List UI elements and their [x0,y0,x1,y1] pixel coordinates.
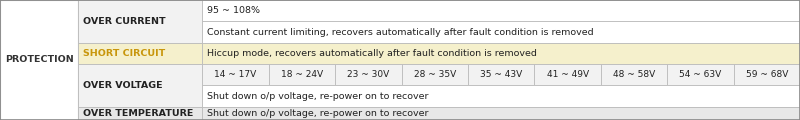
Text: 35 ~ 43V: 35 ~ 43V [480,70,522,79]
Text: Hiccup mode, recovers automatically after fault condition is removed: Hiccup mode, recovers automatically afte… [207,49,538,58]
Text: 54 ~ 63V: 54 ~ 63V [679,70,722,79]
Text: PROTECTION: PROTECTION [5,55,74,65]
Bar [202,107,800,120]
Bar [468,64,534,85]
Bar [667,64,734,85]
Text: SHORT CIRCUIT: SHORT CIRCUIT [83,49,166,58]
Text: 23 ~ 30V: 23 ~ 30V [347,70,390,79]
Text: Shut down o/p voltage, re-power on to recover: Shut down o/p voltage, re-power on to re… [207,109,429,118]
Text: Shut down o/p voltage, re-power on to recover: Shut down o/p voltage, re-power on to re… [207,92,429,101]
Text: OVER VOLTAGE: OVER VOLTAGE [83,81,163,90]
Bar [402,64,468,85]
Text: 48 ~ 58V: 48 ~ 58V [613,70,655,79]
Text: OVER CURRENT: OVER CURRENT [83,17,166,26]
Bar [202,64,269,85]
Bar [335,64,402,85]
Bar [269,64,335,85]
Text: 59 ~ 68V: 59 ~ 68V [746,70,788,79]
Text: 18 ~ 24V: 18 ~ 24V [281,70,323,79]
Bar [78,0,202,43]
Text: OVER TEMPERATURE: OVER TEMPERATURE [83,109,194,118]
Text: 41 ~ 49V: 41 ~ 49V [546,70,589,79]
Bar [202,21,800,43]
Bar [0,0,78,120]
Bar [202,0,800,21]
Text: 14 ~ 17V: 14 ~ 17V [214,70,257,79]
Bar [202,43,800,64]
Bar [78,43,202,64]
Bar [534,64,601,85]
Bar [601,64,667,85]
Bar [78,107,202,120]
Bar [202,85,800,107]
Text: 28 ~ 35V: 28 ~ 35V [414,70,456,79]
Bar [734,64,800,85]
Text: 95 ~ 108%: 95 ~ 108% [207,6,260,15]
Text: Constant current limiting, recovers automatically after fault condition is remov: Constant current limiting, recovers auto… [207,27,594,36]
Bar [78,64,202,107]
